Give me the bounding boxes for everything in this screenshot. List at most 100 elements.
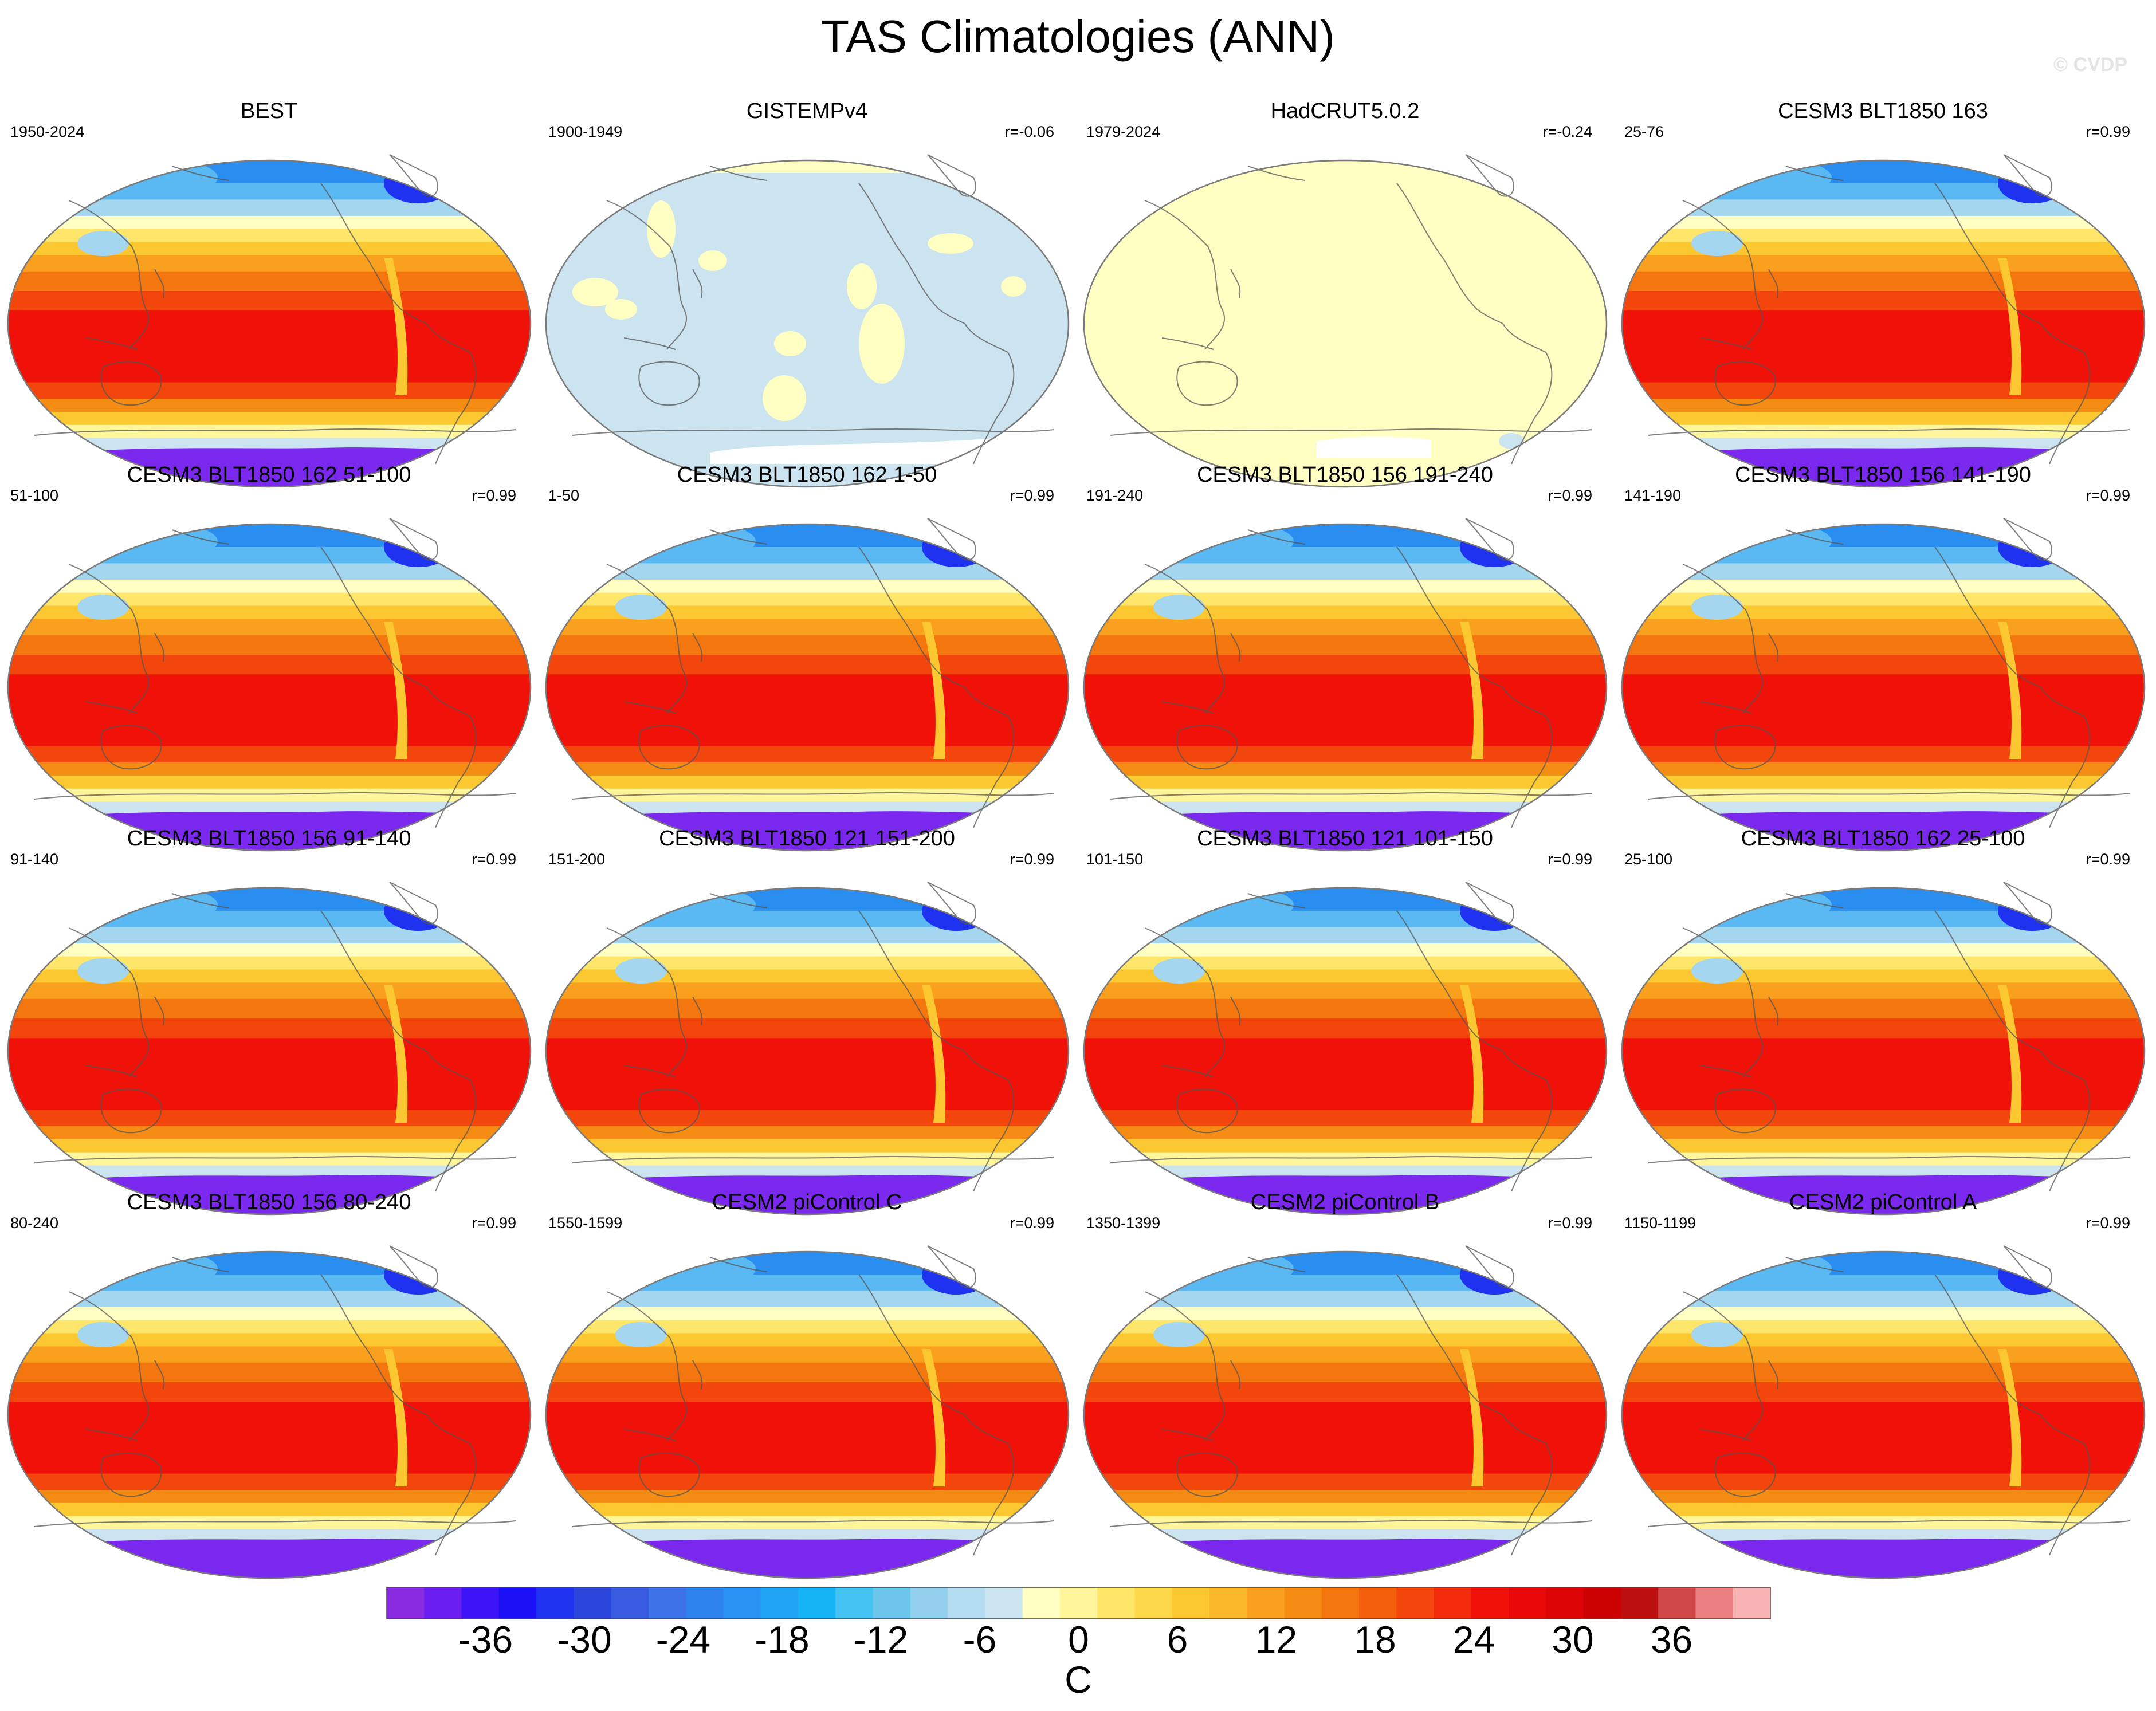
tibet-cold-spot — [77, 231, 129, 256]
temperature-band — [1622, 1152, 2145, 1166]
temperature-band — [1084, 674, 1607, 747]
coastline-segment — [1648, 428, 2130, 436]
coastline-segment — [171, 529, 230, 545]
temperature-band — [546, 1490, 1069, 1504]
coastline-segment — [1768, 1360, 1779, 1390]
temperature-band — [8, 1320, 531, 1334]
coastline-segment — [1144, 564, 1226, 714]
temperature-band — [1084, 969, 1607, 984]
temperature-band — [546, 943, 1069, 957]
map-field — [546, 888, 1069, 1214]
temperature-band — [1622, 546, 2145, 564]
panel-title: CESM2 piControl B — [1250, 1190, 1440, 1214]
map-border — [1083, 159, 1608, 488]
coastline-segment — [858, 546, 965, 688]
tibet-cold-spot — [615, 595, 667, 620]
panel-title: CESM3 BLT1850 156 141-190 — [1735, 463, 2031, 487]
temperature-band — [1622, 579, 2145, 593]
coastline-segment — [100, 1088, 162, 1134]
coastline-segment — [1699, 1065, 1752, 1077]
temperature-band — [546, 982, 1069, 1000]
temperature-band — [1622, 215, 2145, 230]
colorbar-swatch — [424, 1587, 462, 1619]
tibet-cold-spot — [1153, 1322, 1205, 1347]
temperature-band — [1622, 255, 2145, 272]
map-field — [1084, 888, 1607, 1214]
temperature-band — [8, 1139, 531, 1153]
coastline-segment — [1699, 701, 1752, 714]
temperature-band — [1084, 1346, 1607, 1363]
temperature-band — [8, 242, 531, 256]
coastline-segment — [1110, 792, 1592, 800]
coastline-segment — [34, 1519, 516, 1527]
temperature-band — [546, 1307, 1069, 1321]
map-field — [1622, 888, 2145, 1214]
temperature-band — [1084, 655, 1607, 675]
colorbar-swatch — [1172, 1587, 1210, 1619]
andes-cool-strip — [384, 985, 408, 1123]
colorbar-swatch — [798, 1587, 836, 1619]
coastline-segment — [927, 882, 976, 925]
anomaly-patch — [763, 375, 806, 421]
panel-title: CESM3 BLT1850 156 80-240 — [127, 1190, 411, 1214]
colorbar-swatch — [387, 1587, 425, 1619]
coastline-segment — [2003, 882, 2052, 925]
panel-year-range: 1900-1949 — [548, 123, 623, 140]
temperature-band — [8, 382, 531, 400]
coastline-segment — [389, 882, 438, 925]
temperature-band — [1622, 1307, 2145, 1321]
coastline-segment — [34, 428, 516, 436]
panel-correlation: r=0.99 — [1010, 1214, 1054, 1232]
colorbar-swatch — [648, 1587, 686, 1619]
coastline-segment — [426, 687, 477, 828]
siberia-cold-spot — [80, 160, 218, 198]
coastline-lines — [572, 518, 1054, 828]
temperature-band — [8, 271, 531, 292]
temperature-band — [1084, 1402, 1607, 1474]
temperature-band — [546, 788, 1069, 803]
temperature-band — [1084, 1333, 1607, 1347]
coastline-segment — [927, 1245, 976, 1288]
map-panel: CESM3 BLT1850 163 25-76 r=0.99 — [1614, 97, 2152, 488]
coastline-segment — [1699, 1429, 1752, 1441]
coastline-segment — [1396, 183, 1503, 324]
temperature-band — [8, 592, 531, 607]
temperature-band — [1084, 1152, 1607, 1166]
temperature-band — [8, 910, 531, 928]
temperature-band — [546, 888, 1069, 911]
temperature-band — [8, 291, 531, 312]
coastline-segment — [1161, 1065, 1214, 1077]
missing-data-region — [710, 438, 1008, 464]
panel-title: CESM3 BLT1850 162 1-50 — [677, 463, 937, 487]
coastline-segment — [1144, 927, 1226, 1077]
colorbar-swatch — [1134, 1587, 1173, 1619]
coastline-segment — [709, 166, 768, 181]
temperature-band — [546, 1038, 1069, 1111]
temperature-band — [8, 619, 531, 636]
temperature-band — [1622, 1402, 2145, 1474]
coastline-segment — [34, 792, 516, 800]
temperature-band — [546, 1333, 1069, 1347]
temperature-band — [546, 969, 1069, 984]
temperature-band — [546, 619, 1069, 636]
colorbar-swatch — [611, 1587, 649, 1619]
coastline-segment — [1176, 361, 1238, 406]
temperature-band — [1622, 635, 2145, 655]
world-map — [7, 1245, 532, 1579]
antarctica-cold-region — [546, 1539, 1069, 1578]
coastline-segment — [623, 1429, 676, 1441]
temperature-band — [8, 310, 531, 383]
panel-title: CESM3 BLT1850 162 51-100 — [127, 463, 411, 487]
coastline-segment — [572, 1155, 1054, 1163]
anomaly-patch — [847, 263, 877, 309]
temperature-band — [8, 1402, 531, 1474]
coastline-segment — [1934, 183, 2041, 324]
temperature-band — [1084, 579, 1607, 593]
temperature-band — [546, 605, 1069, 620]
anomaly-patch — [1001, 276, 1026, 297]
coastline-segment — [1785, 529, 1844, 545]
coastline-segment — [964, 687, 1015, 828]
temperature-band — [546, 1274, 1069, 1292]
temperature-band — [8, 998, 531, 1019]
coastline-segment — [154, 632, 165, 662]
